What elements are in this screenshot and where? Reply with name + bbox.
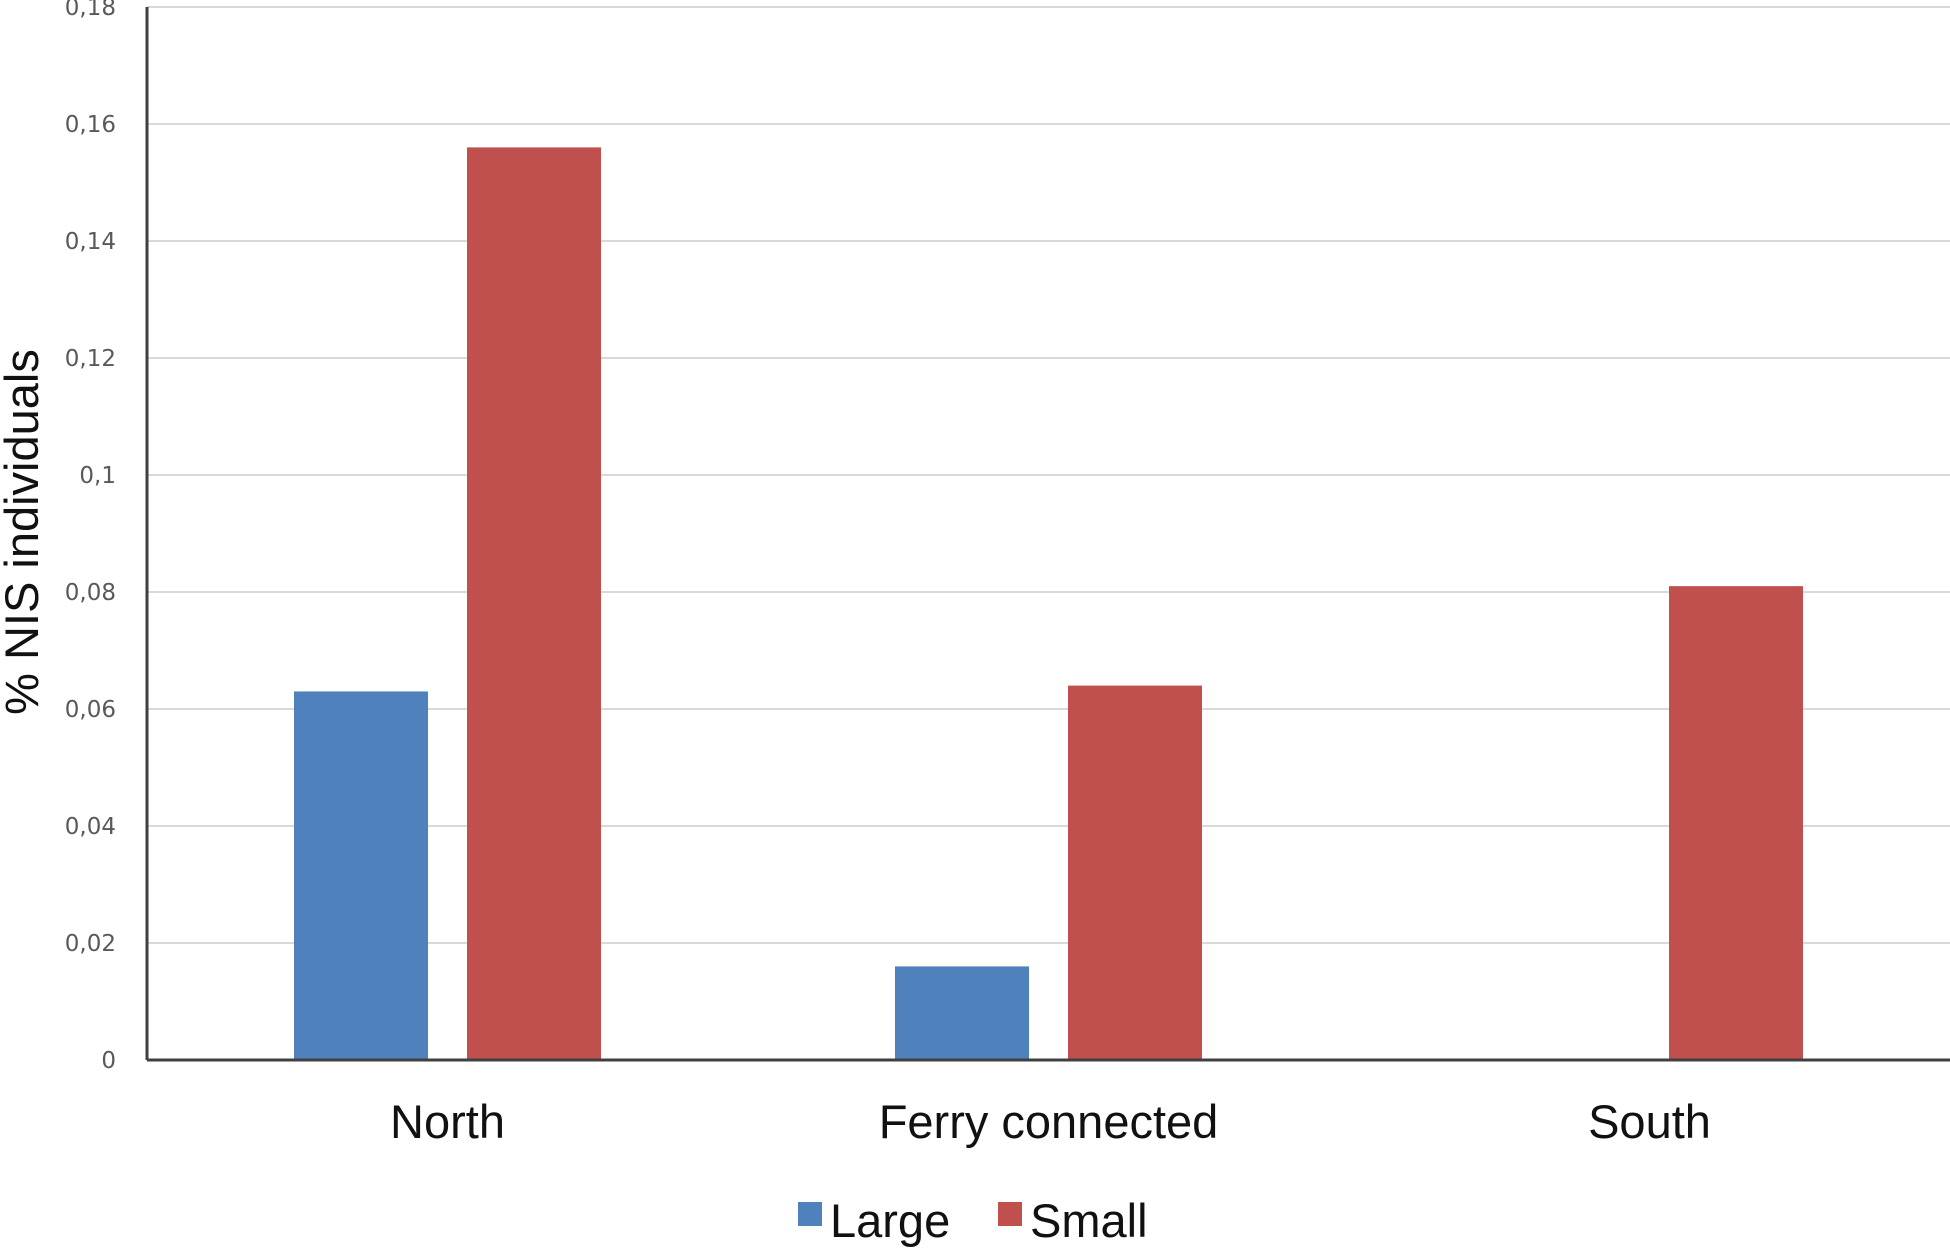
y-tick-label: 0 (101, 1048, 116, 1074)
y-tick-label: 0,12 (65, 346, 116, 372)
bar-large-ferry-connected (895, 966, 1029, 1060)
y-tick-label: 0,1 (79, 463, 116, 489)
bar-small-north (467, 147, 601, 1060)
bar-large-north (294, 691, 428, 1060)
x-category-label: Ferry connected (879, 1095, 1219, 1148)
bar-small-ferry-connected (1068, 685, 1202, 1060)
y-tick-labels: 0 0,02 0,04 0,06 0,08 0,1 0,12 0,14 0,16 0,18 (65, 0, 116, 1074)
y-tick-label: 0,16 (65, 112, 116, 138)
x-category-labels: North Ferry connected South (390, 1095, 1711, 1148)
bars (294, 147, 1803, 1060)
x-category-label: South (1588, 1095, 1711, 1148)
legend-label-small: Small (1030, 1194, 1148, 1247)
legend-swatch-large (798, 1202, 822, 1226)
legend-label-large: Large (830, 1194, 950, 1247)
y-axis-title: % NIS individuals (0, 349, 48, 715)
y-tick-label: 0,02 (65, 931, 116, 957)
y-tick-label: 0,18 (65, 0, 116, 21)
y-tick-label: 0,08 (65, 580, 116, 606)
axes (145, 7, 1950, 1062)
gridlines (147, 6, 1950, 944)
x-category-label: North (390, 1095, 505, 1148)
bar-small-south (1669, 586, 1803, 1060)
legend-swatch-small (998, 1202, 1022, 1226)
y-tick-label: 0,14 (65, 229, 116, 255)
y-tick-label: 0,04 (65, 814, 116, 840)
y-tick-label: 0,06 (65, 697, 116, 723)
legend: Large Small (798, 1194, 1148, 1247)
